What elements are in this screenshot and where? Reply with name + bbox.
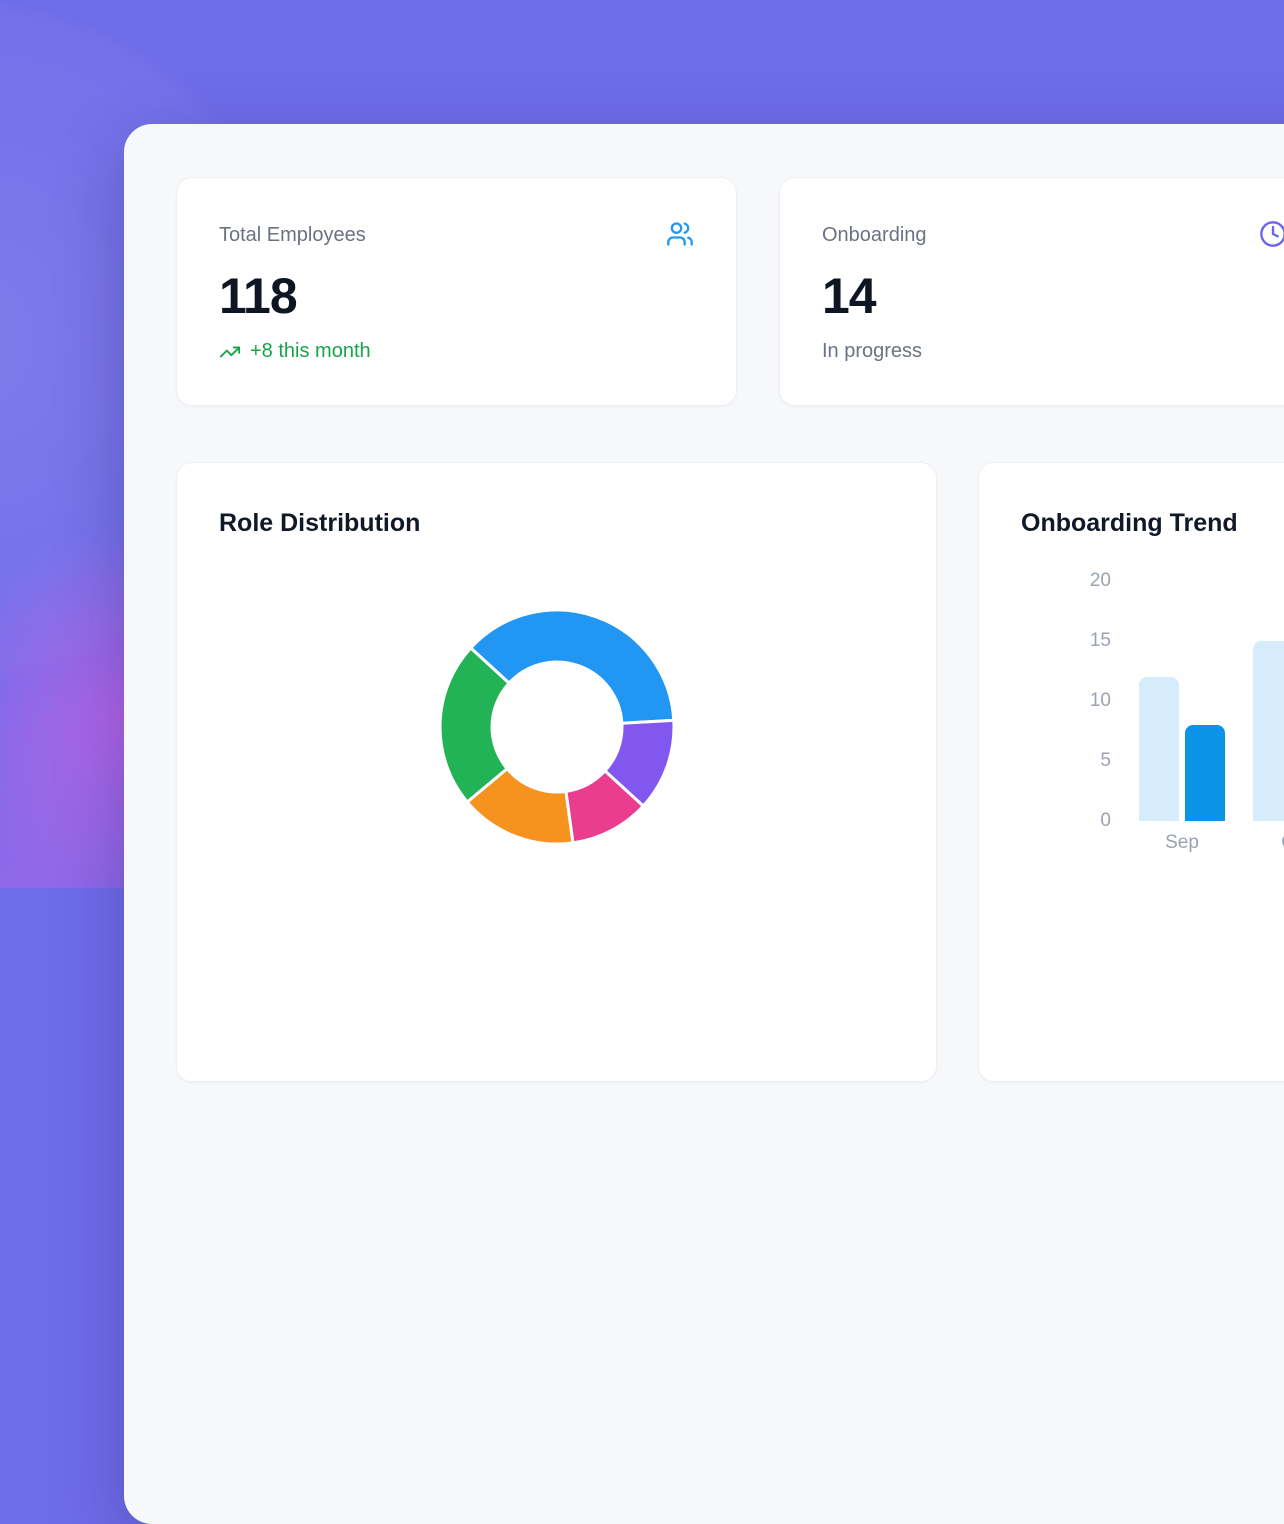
stat-trend: +8 this month bbox=[219, 340, 694, 363]
bar-chart[interactable]: 20 15 10 5 0 Sep Oct bbox=[1021, 561, 1284, 861]
y-axis-tick: 20 bbox=[1089, 570, 1111, 591]
y-axis-tick: 0 bbox=[1100, 810, 1111, 831]
y-axis-tick: 15 bbox=[1089, 630, 1111, 651]
donut-chart[interactable] bbox=[437, 607, 677, 847]
clock-icon bbox=[1259, 220, 1284, 248]
y-axis-tick: 10 bbox=[1089, 690, 1111, 711]
stat-card-total-employees: Total Employees 118 +8 this month bbox=[176, 177, 737, 406]
y-axis-tick: 5 bbox=[1100, 750, 1111, 771]
stat-label: Total Employees bbox=[219, 224, 366, 246]
x-axis-label: Sep bbox=[1165, 832, 1199, 853]
stat-subtitle: In progress bbox=[822, 340, 923, 362]
bar-sep-series-2[interactable] bbox=[1185, 725, 1225, 821]
stats-row: Total Employees 118 +8 this month Onboar… bbox=[176, 177, 1284, 406]
stat-value: 118 bbox=[219, 268, 298, 324]
chart-title: Onboarding Trend bbox=[1021, 509, 1238, 537]
stat-card-onboarding: Onboarding 14 In progress bbox=[779, 177, 1284, 406]
chart-card-onboarding-trend: Onboarding Trend 20 15 10 5 0 Sep Oct bbox=[978, 462, 1284, 1082]
trending-up-icon bbox=[219, 341, 241, 363]
charts-row: Role Distribution Onboarding Trend 20 15 1… bbox=[176, 462, 1284, 1082]
donut-segment-0[interactable] bbox=[468, 608, 675, 725]
stat-label: Onboarding bbox=[822, 224, 927, 246]
dashboard-panel: Total Employees 118 +8 this month Onboar… bbox=[124, 124, 1284, 1524]
users-icon bbox=[666, 220, 694, 248]
donut-segment-4[interactable] bbox=[438, 645, 511, 805]
chart-card-role-distribution: Role Distribution bbox=[176, 462, 937, 1082]
bar-sep-series-1[interactable] bbox=[1139, 677, 1179, 821]
bar-oct-series-1[interactable] bbox=[1253, 641, 1284, 821]
chart-title: Role Distribution bbox=[219, 509, 421, 537]
stat-trend-text: +8 this month bbox=[250, 340, 371, 362]
x-axis-label: Oct bbox=[1246, 832, 1284, 854]
stat-value: 14 bbox=[822, 268, 877, 324]
